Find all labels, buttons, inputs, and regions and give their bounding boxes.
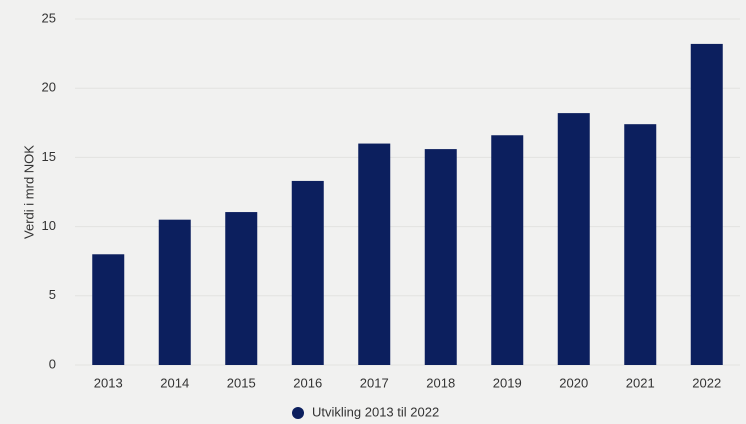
bar <box>358 143 391 365</box>
x-tick-label: 2017 <box>360 375 389 390</box>
bar <box>557 113 590 365</box>
x-tick-label: 2020 <box>559 375 588 390</box>
bar <box>158 219 191 365</box>
bar <box>291 180 324 365</box>
y-tick-label: 5 <box>49 287 56 302</box>
legend-label: Utvikling 2013 til 2022 <box>312 404 439 419</box>
bar <box>491 135 524 365</box>
x-tick-label: 2019 <box>493 375 522 390</box>
x-tick-label: 2016 <box>293 375 322 390</box>
x-tick-label: 2013 <box>94 375 123 390</box>
x-tick-label: 2014 <box>160 375 189 390</box>
y-tick-label: 25 <box>42 10 56 25</box>
x-tick-label: 2022 <box>692 375 721 390</box>
y-tick-label: 10 <box>42 218 56 233</box>
bar <box>624 124 657 366</box>
legend-marker <box>292 407 304 419</box>
bar <box>225 212 258 365</box>
bar <box>92 254 125 365</box>
y-tick-label: 20 <box>42 80 56 95</box>
x-tick-label: 2018 <box>426 375 455 390</box>
y-tick-label: 0 <box>49 356 56 371</box>
x-tick-label: 2015 <box>227 375 256 390</box>
bar <box>424 149 457 365</box>
x-tick-label: 2021 <box>626 375 655 390</box>
bar <box>690 43 723 366</box>
y-tick-label: 15 <box>42 149 56 164</box>
y-axis-label: Verdi i mrd NOK <box>21 145 36 239</box>
